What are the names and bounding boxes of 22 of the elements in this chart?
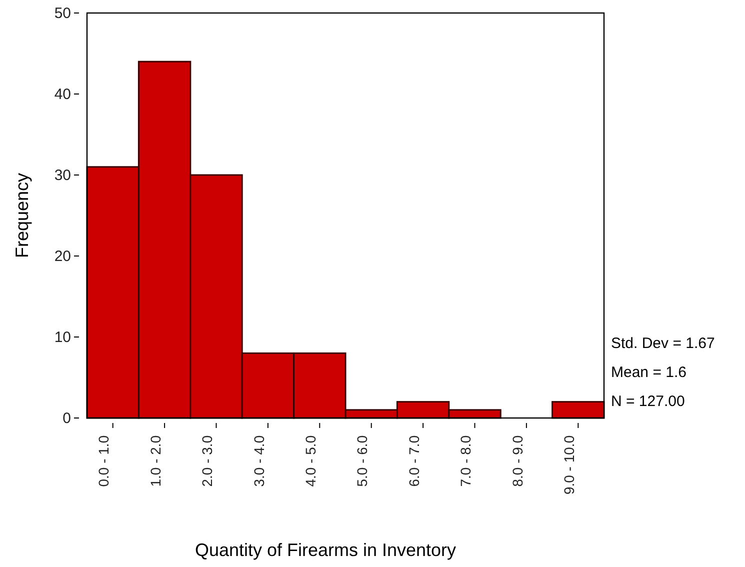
x-tick-label: 2.0 - 3.0 — [199, 435, 216, 487]
x-tick-label: 9.0 - 10.0 — [560, 435, 577, 495]
y-tick-label: 50 — [54, 4, 71, 22]
y-tick-label: 0 — [62, 410, 71, 427]
bar — [552, 401, 605, 419]
text: Std. Dev = 1.67 — [611, 335, 715, 352]
y-tick-label: 10 — [54, 328, 71, 346]
x-tick-label: 6.0 - 7.0 — [406, 435, 422, 487]
x-tick-label: 5.0 - 6.0 — [354, 435, 370, 487]
text: N = 127.00 — [611, 393, 685, 410]
x-tick-label: 3.0 - 4.0 — [250, 435, 267, 487]
y-tick-label: 20 — [54, 248, 71, 265]
x-tick-label: 1.0 - 2.0 — [147, 435, 164, 487]
y-tick-label: 40 — [54, 86, 71, 103]
x-axis-title: Quantity of Firearms in Inventory — [194, 540, 456, 560]
y-axis-title: Frequency — [12, 172, 32, 258]
x-tick-label: 8.0 - 9.0 — [509, 435, 526, 487]
x-tick-label: 0.0 - 1.0 — [96, 435, 112, 487]
y-tick-label: 30 — [54, 166, 71, 184]
text: Mean = 1.6 — [611, 364, 686, 381]
x-tick-label: 4.0 - 5.0 — [302, 435, 318, 487]
x-tick-label: 7.0 - 8.0 — [458, 435, 474, 487]
